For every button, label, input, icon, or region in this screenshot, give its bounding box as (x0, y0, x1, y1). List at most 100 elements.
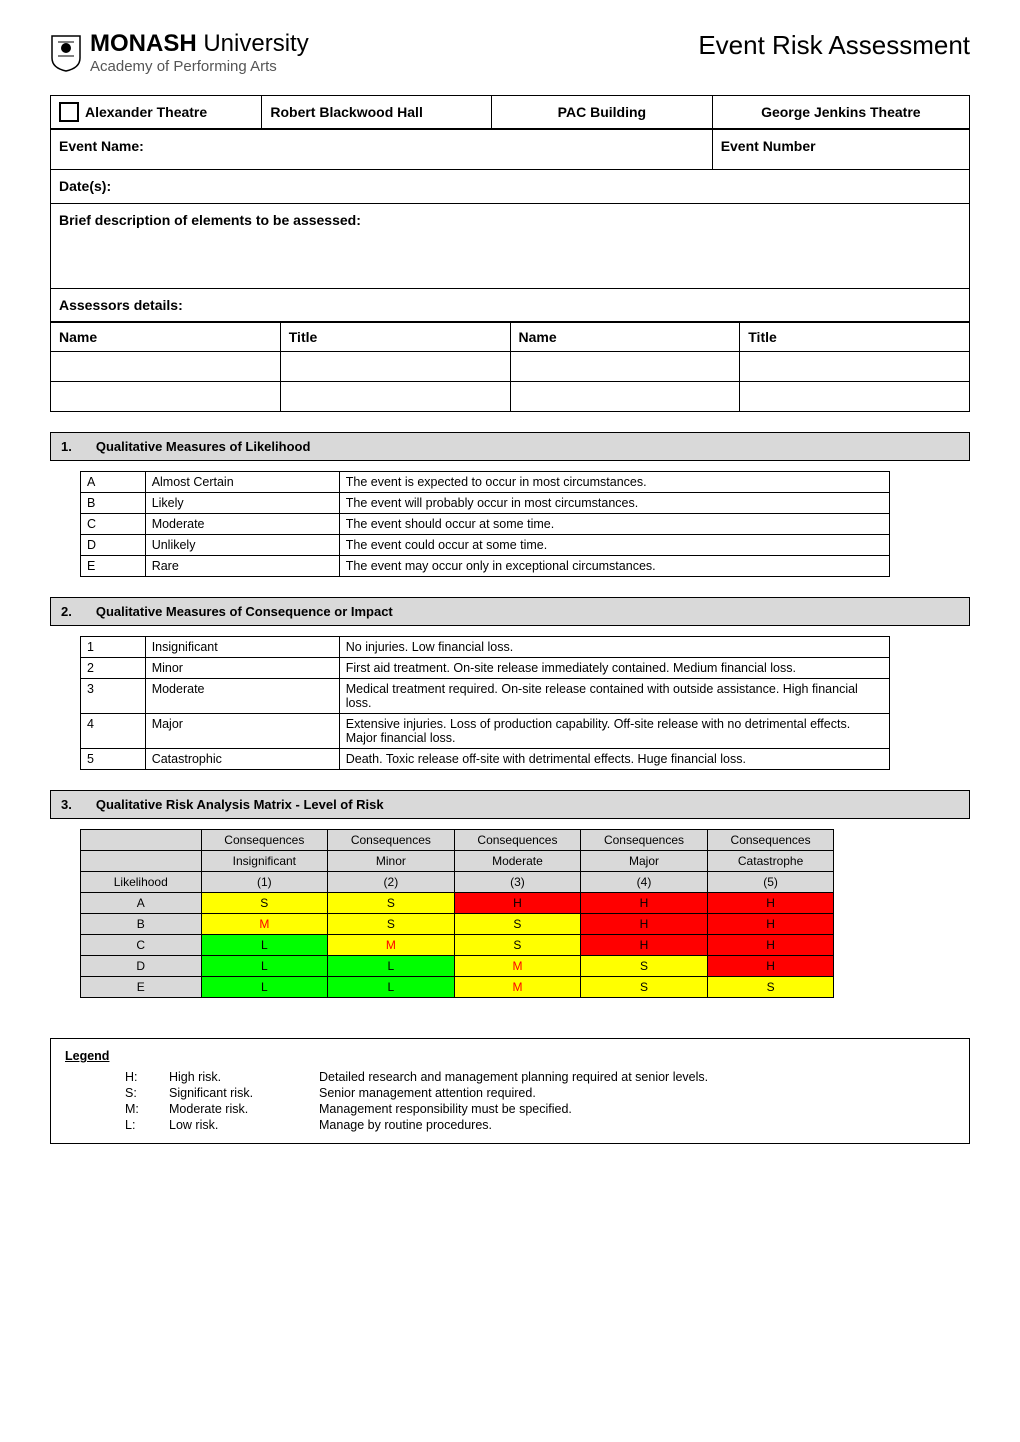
consequence-code: 5 (81, 749, 146, 770)
consequence-label: Insignificant (145, 637, 339, 658)
dates-field[interactable]: Date(s): (51, 170, 970, 204)
venue-label: PAC Building (492, 96, 713, 129)
legend-box: Legend H: High risk. Detailed research and… (50, 1038, 970, 1144)
assessor-cell[interactable] (510, 382, 740, 412)
likelihood-desc: The event will probably occur in most ci… (339, 493, 889, 514)
section-num: 1. (61, 439, 72, 454)
legend-desc: Manage by routine procedures. (319, 1118, 492, 1132)
section-3-header: 3. Qualitative Risk Analysis Matrix - Le… (50, 790, 970, 819)
matrix-col-num: (2) (328, 872, 455, 893)
section-num: 3. (61, 797, 72, 812)
assessor-name-header: Name (51, 323, 281, 352)
consequence-desc: No injuries. Low financial loss. (339, 637, 889, 658)
matrix-col-label: Catastrophe (707, 851, 834, 872)
legend-title: Legend (65, 1049, 955, 1063)
legend-row: L: Low risk. Manage by routine procedures. (125, 1117, 955, 1133)
matrix-cell: L (201, 977, 328, 998)
legend-code: L: (125, 1118, 149, 1132)
matrix-cell: L (201, 956, 328, 977)
matrix-row-code: A (81, 893, 202, 914)
assessor-title-header: Title (280, 323, 510, 352)
matrix-cell: H (454, 893, 581, 914)
legend-code: M: (125, 1102, 149, 1116)
legend-code: S: (125, 1086, 149, 1100)
matrix-col-header: Consequences (454, 830, 581, 851)
section-1-header: 1. Qualitative Measures of Likelihood (50, 432, 970, 461)
shield-icon (50, 34, 82, 72)
assessor-cell[interactable] (740, 352, 970, 382)
assessor-cell[interactable] (740, 382, 970, 412)
section-title: Qualitative Measures of Likelihood (96, 439, 311, 454)
assessor-title-header: Title (740, 323, 970, 352)
legend-label: Moderate risk. (169, 1102, 299, 1116)
matrix-cell: S (454, 935, 581, 956)
venue-label: Robert Blackwood Hall (262, 96, 492, 129)
assessors-label: Assessors details: (51, 289, 970, 322)
consequence-label: Moderate (145, 679, 339, 714)
page-header: MONASH University Academy of Performing … (50, 30, 970, 75)
venues-table: Alexander Theatre Robert Blackwood Hall … (50, 95, 970, 129)
likelihood-label: Rare (145, 556, 339, 577)
section-2-header: 2. Qualitative Measures of Consequence o… (50, 597, 970, 626)
consequence-desc: Death. Toxic release off-site with detri… (339, 749, 889, 770)
assessor-cell[interactable] (51, 382, 281, 412)
likelihood-code: E (81, 556, 146, 577)
matrix-col-label: Major (581, 851, 708, 872)
likelihood-code: C (81, 514, 146, 535)
legend-label: High risk. (169, 1070, 299, 1084)
assessor-cell[interactable] (280, 382, 510, 412)
logo: MONASH University Academy of Performing … (50, 30, 309, 75)
consequence-table: 1InsignificantNo injuries. Low financial… (80, 636, 890, 770)
logo-monash: MONASH (90, 30, 197, 57)
consequence-code: 2 (81, 658, 146, 679)
legend-desc: Detailed research and management plannin… (319, 1070, 708, 1084)
event-name-field[interactable]: Event Name: (51, 130, 713, 170)
matrix-col-label: Minor (328, 851, 455, 872)
assessor-cell[interactable] (510, 352, 740, 382)
venue-checkbox-alexander[interactable] (59, 102, 79, 122)
matrix-cell: H (581, 914, 708, 935)
legend-desc: Management responsibility must be specif… (319, 1102, 572, 1116)
legend-desc: Senior management attention required. (319, 1086, 536, 1100)
matrix-col-header: Consequences (201, 830, 328, 851)
assessor-cell[interactable] (51, 352, 281, 382)
matrix-col-num: (1) (201, 872, 328, 893)
likelihood-label: Likely (145, 493, 339, 514)
matrix-cell: H (707, 893, 834, 914)
matrix-cell: H (707, 956, 834, 977)
likelihood-desc: The event is expected to occur in most c… (339, 472, 889, 493)
matrix-cell: H (707, 935, 834, 956)
likelihood-desc: The event should occur at some time. (339, 514, 889, 535)
risk-matrix-table: ConsequencesConsequencesConsequencesCons… (80, 829, 834, 998)
matrix-row-code: D (81, 956, 202, 977)
matrix-cell: M (454, 977, 581, 998)
likelihood-label: Unlikely (145, 535, 339, 556)
matrix-cell: S (454, 914, 581, 935)
venue-label: Alexander Theatre (85, 104, 207, 120)
likelihood-code: D (81, 535, 146, 556)
consequence-code: 3 (81, 679, 146, 714)
legend-row: S:Significant risk.Senior management att… (125, 1085, 955, 1101)
matrix-cell: M (328, 935, 455, 956)
matrix-col-header: Consequences (707, 830, 834, 851)
matrix-col-label: Moderate (454, 851, 581, 872)
matrix-cell: S (581, 977, 708, 998)
description-field[interactable]: Brief description of elements to be asse… (51, 204, 970, 289)
likelihood-label: Almost Certain (145, 472, 339, 493)
matrix-cell: S (328, 893, 455, 914)
matrix-col-header: Consequences (581, 830, 708, 851)
matrix-col-num: (3) (454, 872, 581, 893)
legend-code: H: (125, 1070, 149, 1084)
section-title: Qualitative Risk Analysis Matrix - Level… (96, 797, 384, 812)
legend-label: Low risk. (169, 1118, 299, 1132)
likelihood-code: B (81, 493, 146, 514)
legend-row: M: Moderate risk. Management responsibilit… (125, 1101, 955, 1117)
likelihood-table: AAlmost CertainThe event is expected to … (80, 471, 890, 577)
matrix-cell: L (201, 935, 328, 956)
matrix-cell: S (707, 977, 834, 998)
assessor-cell[interactable] (280, 352, 510, 382)
event-number-field[interactable]: Event Number (712, 130, 969, 170)
consequence-desc: Medical treatment required. On-site rele… (339, 679, 889, 714)
matrix-col-num: (4) (581, 872, 708, 893)
matrix-col-num: (5) (707, 872, 834, 893)
